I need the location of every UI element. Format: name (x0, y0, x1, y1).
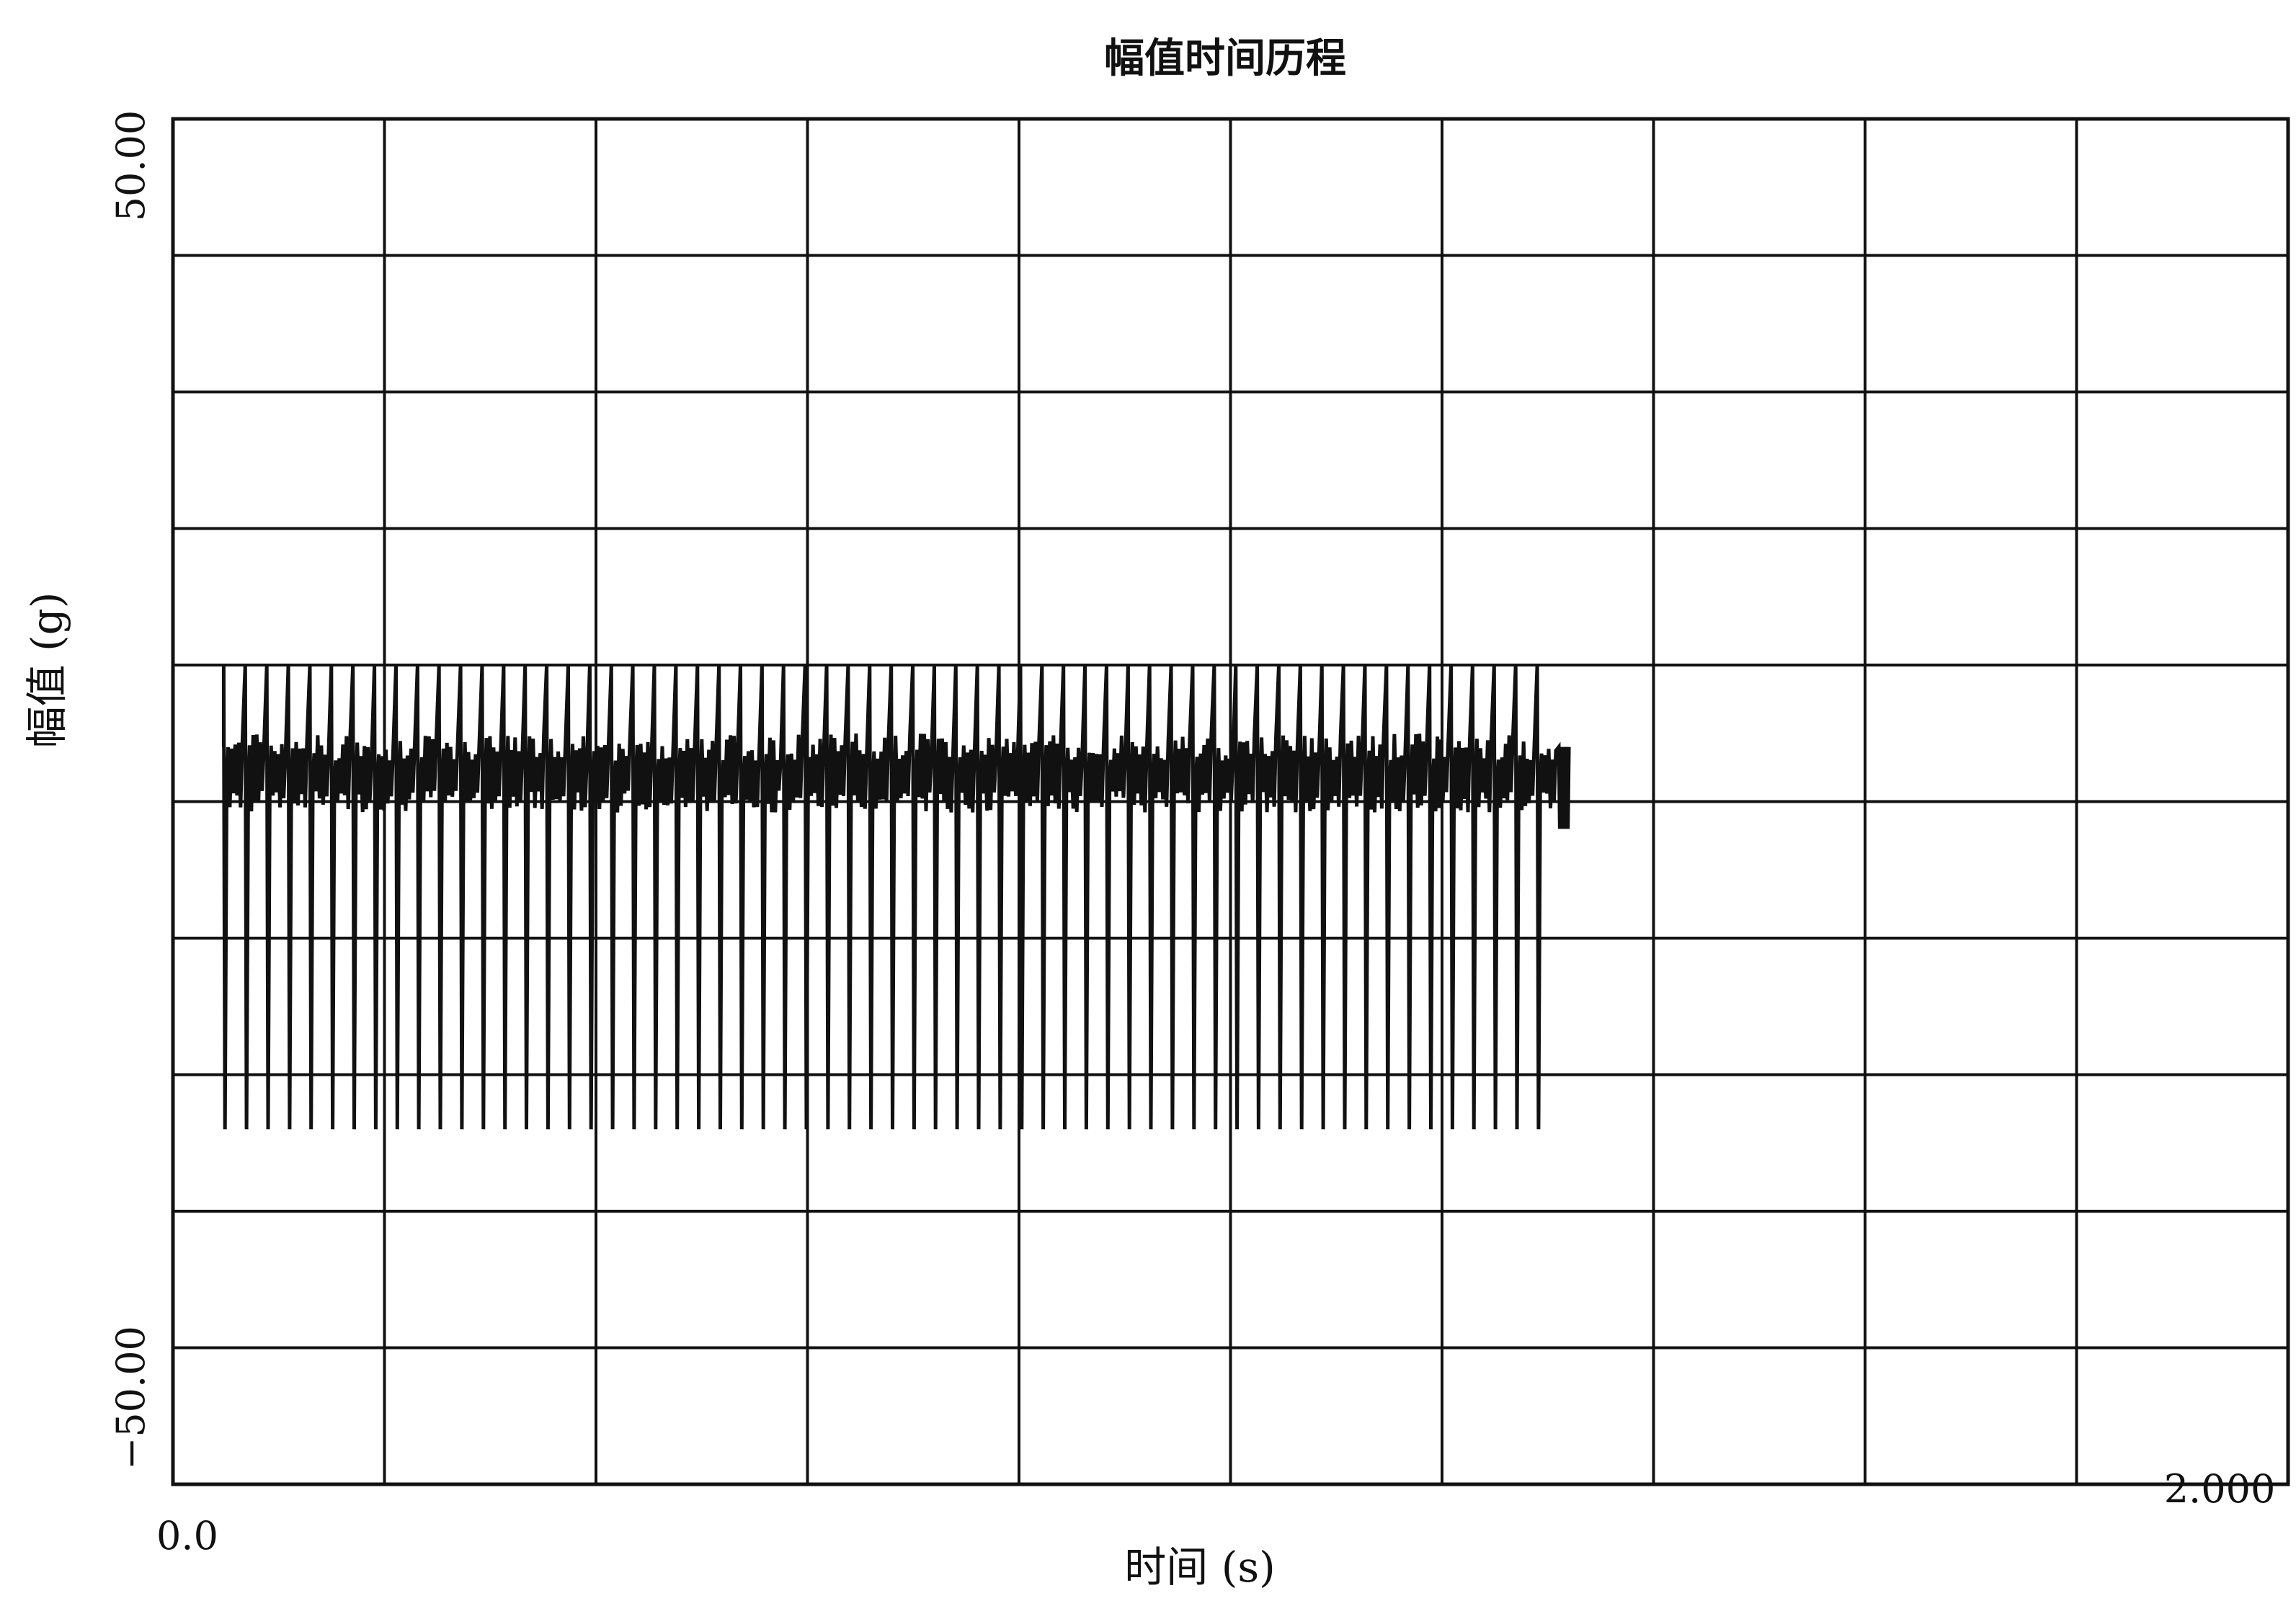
series-line (221, 664, 1571, 1130)
y-tick-label-max: 50.00 (108, 110, 153, 222)
x-tick-label-max: 2.000 (2164, 1466, 2276, 1512)
x-axis-label: 时间 (s) (1124, 1543, 1275, 1592)
x-tick-label-min: 0.0 (156, 1513, 218, 1558)
plot-frame (171, 117, 2290, 1486)
chart-title: 幅值时间历程 (1104, 35, 1346, 82)
grid (173, 119, 2288, 1484)
signal-trace (221, 664, 1571, 1130)
y-tick-label-min: −50.00 (108, 1326, 153, 1470)
y-axis-label: 幅值 (g) (22, 592, 71, 749)
